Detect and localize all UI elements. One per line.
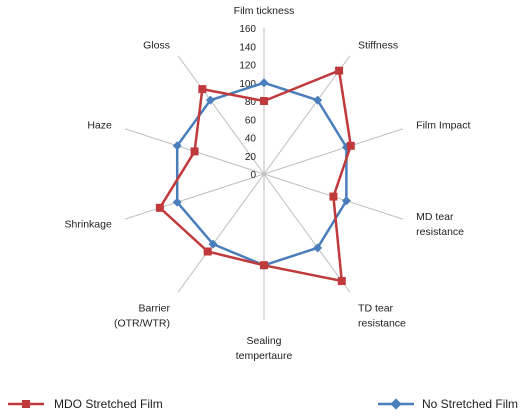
- data-point: [260, 261, 268, 270]
- data-point: [155, 203, 164, 212]
- data-point: [198, 85, 207, 94]
- radial-tick-labels: 0 20 40 60 80 100 120 140 160: [239, 24, 256, 181]
- axis-label-7: Shrinkage: [65, 218, 112, 230]
- series-0: [155, 66, 355, 286]
- tick-label: 120: [239, 61, 256, 72]
- data-point: [313, 243, 323, 253]
- data-point: [208, 239, 218, 249]
- radar-grid: [124, 28, 404, 320]
- spoke-9: [177, 55, 265, 175]
- axis-label-0: Film tickness: [234, 5, 295, 17]
- data-point: [172, 141, 182, 151]
- data-point: [337, 277, 346, 286]
- tick-label: 20: [245, 152, 257, 163]
- tick-label: 160: [239, 24, 256, 35]
- data-point: [260, 97, 268, 105]
- spoke-6: [177, 173, 265, 293]
- legend-marker-mdo: [22, 400, 30, 408]
- data-point: [329, 192, 338, 201]
- axis-labels: Film tickness Stiffness Film Impact MD tear…: [65, 5, 471, 362]
- data-point: [313, 95, 323, 105]
- axis-label-5: Sealing tempertaure: [236, 335, 293, 362]
- axis-label-9: Gloss: [143, 40, 170, 52]
- data-point: [190, 147, 199, 156]
- data-point: [203, 247, 212, 256]
- tick-label: 40: [245, 134, 257, 145]
- tick-label: 60: [245, 115, 257, 126]
- legend-item-0: MDO Stretched Film: [8, 397, 163, 411]
- legend-marker-no-stretch: [390, 398, 402, 410]
- data-point: [335, 66, 344, 75]
- series-line-1: [175, 81, 348, 267]
- legend: MDO Stretched Film No Stretched Film: [8, 397, 518, 411]
- spoke-1: [263, 55, 351, 175]
- data-point: [205, 95, 215, 105]
- legend-item-1: No Stretched Film: [378, 397, 518, 411]
- legend-label-mdo: MDO Stretched Film: [54, 397, 163, 411]
- data-point: [341, 196, 351, 206]
- spoke-7: [124, 173, 265, 220]
- axis-label-3: MD tear resistance: [416, 211, 464, 238]
- axis-label-1: Stiffness: [358, 40, 398, 52]
- axis-label-6: Barrier (OTR/WTR): [114, 302, 170, 329]
- tick-label: 80: [245, 97, 257, 108]
- axis-label-8: Haze: [87, 120, 112, 132]
- tick-label: 0: [250, 170, 256, 181]
- spoke-2: [263, 128, 404, 175]
- data-point: [172, 197, 182, 207]
- legend-label-no-stretch: No Stretched Film: [422, 397, 518, 411]
- data-point: [259, 78, 269, 88]
- tick-label: 140: [239, 42, 256, 53]
- axis-label-4: TD tear resistance: [358, 302, 406, 329]
- data-point: [346, 141, 355, 150]
- axis-label-2: Film Impact: [416, 120, 470, 132]
- spoke-4: [263, 173, 351, 293]
- data-series: [155, 66, 355, 286]
- tick-label: 100: [239, 79, 256, 90]
